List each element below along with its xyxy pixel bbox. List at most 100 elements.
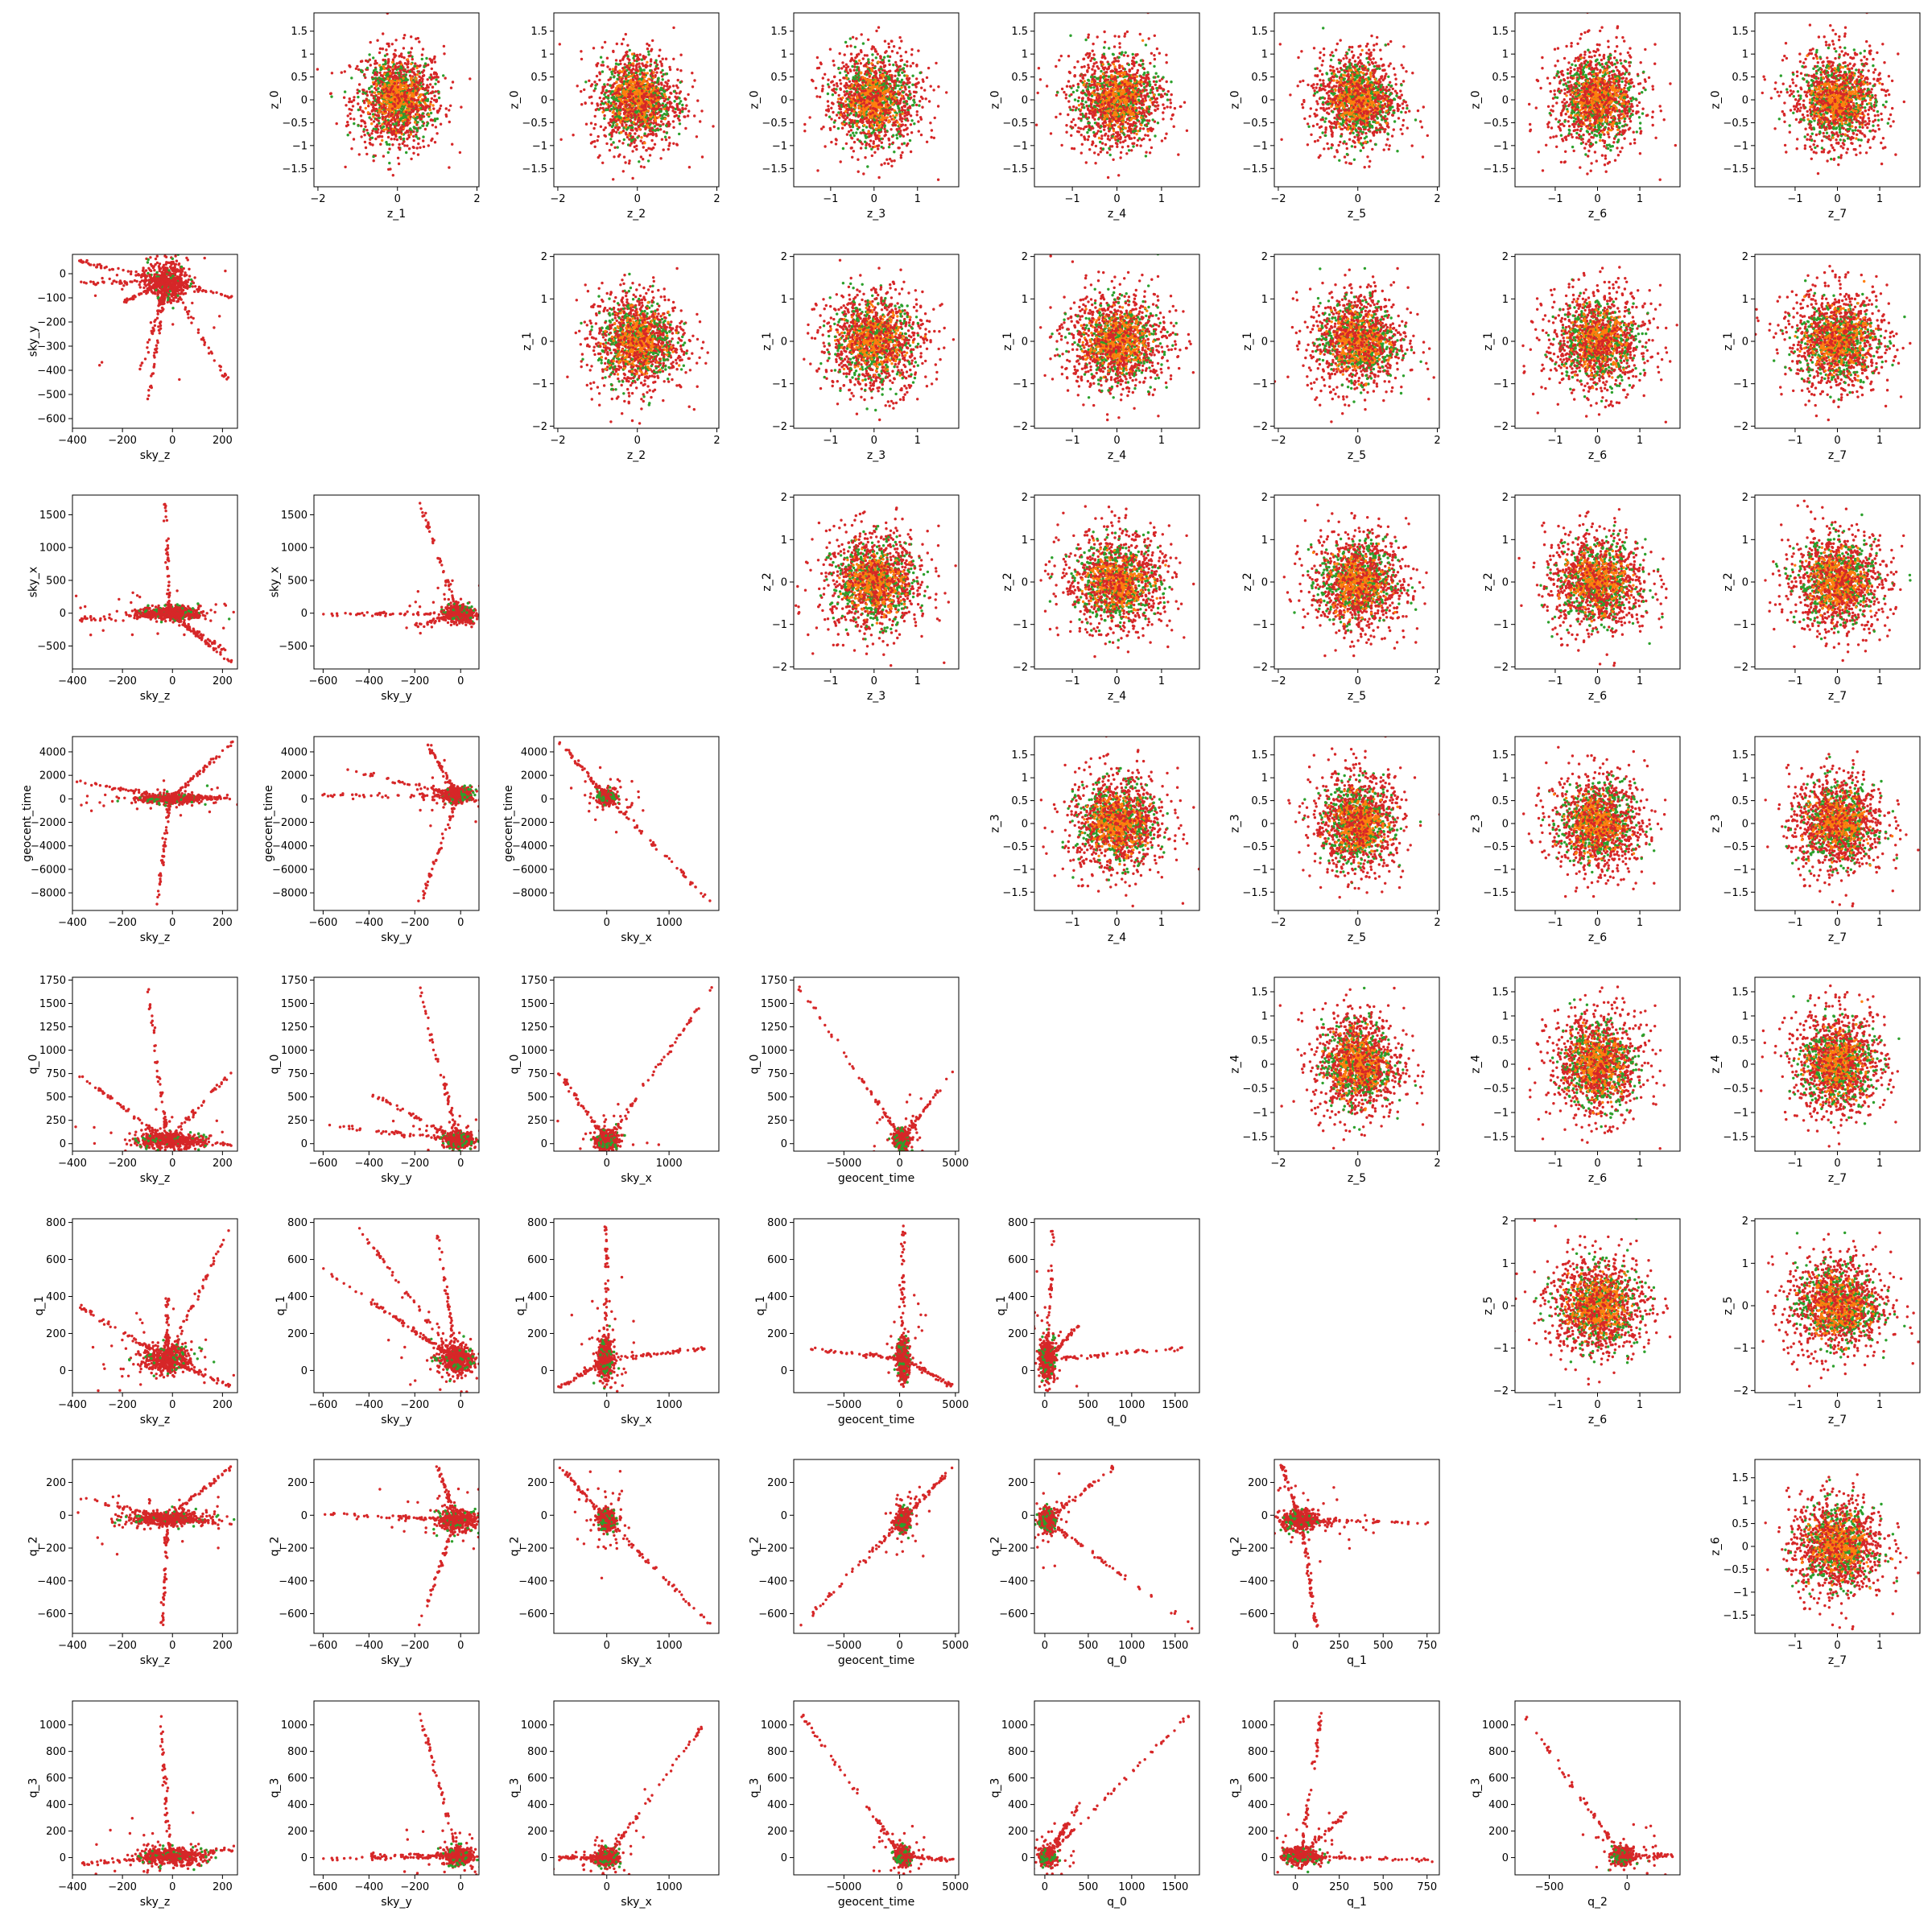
scatter-point (858, 140, 861, 142)
scatter-point (624, 70, 626, 72)
scatter-point (872, 130, 874, 133)
scatter-point (900, 80, 902, 83)
scatter-point (366, 60, 369, 63)
scatter-point (870, 148, 873, 151)
scatter-point (867, 81, 869, 84)
scatter-point (378, 81, 380, 84)
scatter-point (609, 138, 612, 140)
scatter-point (898, 74, 900, 76)
scatter-point (836, 82, 838, 85)
scatter-point (403, 69, 406, 72)
scatter-point (614, 68, 617, 71)
scatter-point (622, 170, 625, 172)
scatter-point (625, 33, 627, 35)
scatter-point (627, 115, 630, 118)
scatter-point (650, 79, 653, 81)
scatter-point (394, 75, 397, 77)
scatter-point (898, 85, 900, 87)
scatter-point (639, 72, 642, 75)
scatter-point (901, 151, 903, 154)
scatter-point (671, 105, 673, 108)
scatter-point (885, 85, 887, 87)
scatter-point (616, 78, 618, 80)
scatter-point (383, 72, 386, 75)
scatter-point (584, 102, 587, 105)
y-tick-label: 0.5 (530, 72, 547, 84)
scatter-point (863, 114, 865, 116)
scatter-point (603, 118, 605, 120)
scatter-point (361, 109, 364, 112)
scatter-point (902, 113, 904, 115)
scatter-point (416, 129, 419, 131)
scatter-point (346, 121, 349, 123)
scatter-point (366, 67, 369, 69)
scatter-point (412, 152, 415, 155)
scatter-point (679, 54, 682, 56)
scatter-point (911, 84, 914, 86)
scatter-point (906, 133, 909, 135)
scatter-point (926, 76, 928, 79)
scatter-point (607, 105, 609, 108)
scatter-point (901, 59, 903, 61)
scatter-point (855, 72, 857, 74)
scatter-point (857, 100, 859, 102)
scatter-point (1093, 151, 1096, 154)
scatter-point (684, 107, 687, 109)
scatter-point (851, 109, 853, 112)
scatter-point (876, 122, 878, 124)
scatter-point (837, 111, 840, 114)
scatter-point (827, 93, 829, 95)
scatter-point (633, 85, 635, 87)
scatter-point (363, 100, 365, 102)
scatter-point (421, 53, 423, 56)
scatter-point (853, 93, 856, 95)
scatter-point (410, 85, 412, 88)
x-tick-label: 0 (634, 193, 641, 205)
scatter-point (839, 79, 841, 81)
scatter-point (418, 76, 420, 78)
scatter-point (381, 130, 383, 132)
scatter-point (832, 84, 835, 86)
scatter-point (626, 109, 629, 111)
y-tick-label: 1 (541, 49, 547, 61)
scatter-point (675, 108, 677, 110)
scatter-point (889, 70, 891, 72)
scatter-point (382, 155, 385, 157)
scatter-point (835, 88, 837, 90)
scatter-point (353, 118, 355, 120)
scatter-point (375, 108, 378, 110)
scatter-point (436, 132, 438, 134)
scatter-point (827, 100, 829, 102)
scatter-point (819, 61, 822, 64)
scatter-point (915, 85, 918, 88)
scatter-point (634, 123, 637, 126)
scatter-point (375, 73, 378, 76)
scatter-point (641, 58, 643, 60)
scatter-point (423, 115, 425, 118)
scatter-point (836, 114, 838, 116)
scatter-point (886, 95, 889, 97)
scatter-point (847, 114, 849, 116)
scatter-point (889, 115, 891, 118)
scatter-point (655, 134, 658, 137)
scatter-point (666, 85, 668, 87)
scatter-point (630, 107, 633, 109)
scatter-point (424, 109, 427, 111)
scatter-point (386, 89, 388, 92)
scatter-point (905, 51, 907, 53)
x-tick-label: 0 (871, 193, 877, 205)
scatter-point (612, 111, 614, 114)
scatter-point (628, 81, 630, 84)
scatter-point (422, 112, 424, 114)
scatter-point (617, 118, 620, 121)
scatter-point (877, 60, 880, 63)
scatter-point (663, 73, 665, 76)
scatter-point (712, 125, 714, 127)
scatter-point (865, 136, 867, 138)
scatter-point (880, 128, 882, 130)
scatter-point (901, 109, 903, 111)
scatter-point (381, 74, 383, 76)
scatter-point (896, 137, 898, 139)
scatter-point (655, 65, 658, 68)
scatter-point (643, 132, 646, 134)
